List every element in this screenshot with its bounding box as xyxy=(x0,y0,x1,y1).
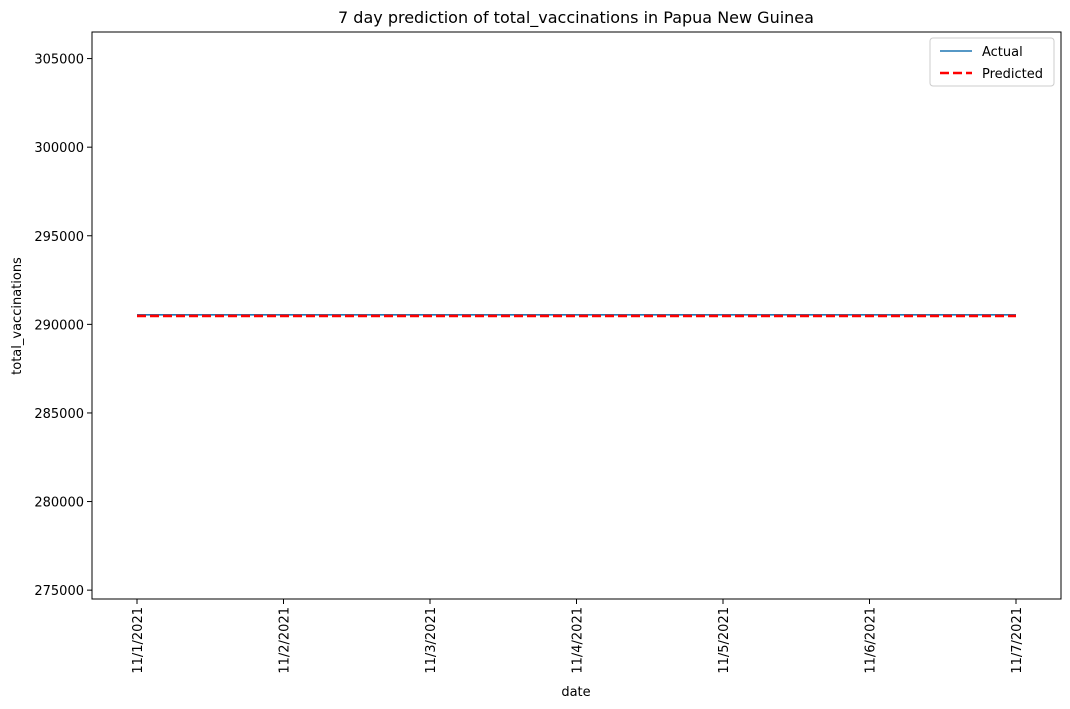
plot-frame xyxy=(91,31,1062,600)
legend-label-predicted: Predicted xyxy=(982,67,1043,82)
y-tick-label: 300000 xyxy=(34,141,84,156)
y-tick-label: 295000 xyxy=(34,230,84,245)
y-tick-label: 275000 xyxy=(34,584,84,599)
x-tick-label: 11/4/2021 xyxy=(571,607,586,674)
y-tick-label: 285000 xyxy=(34,407,84,422)
x-tick-label: 11/6/2021 xyxy=(864,607,879,674)
y-tick-label: 305000 xyxy=(34,53,84,68)
y-tick-label: 280000 xyxy=(34,496,84,511)
plot-area: 275000 280000 285000 290000 295000 300000 3050… xyxy=(34,31,1062,674)
x-axis-label: date xyxy=(561,685,590,700)
legend-label-actual: Actual xyxy=(982,45,1023,60)
x-tick-label: 11/1/2021 xyxy=(131,607,146,674)
x-tick-label: 11/5/2021 xyxy=(717,607,732,674)
chart-title: 7 day prediction of total_vaccinations i… xyxy=(338,8,814,28)
x-tick-label: 11/2/2021 xyxy=(278,607,293,674)
x-tick-label: 11/7/2021 xyxy=(1010,607,1025,674)
x-tick-label: 11/3/2021 xyxy=(424,607,439,674)
legend: Actual Predicted xyxy=(929,37,1055,87)
y-tick-label: 290000 xyxy=(34,318,84,333)
y-axis-label: total_vaccinations xyxy=(10,257,25,375)
